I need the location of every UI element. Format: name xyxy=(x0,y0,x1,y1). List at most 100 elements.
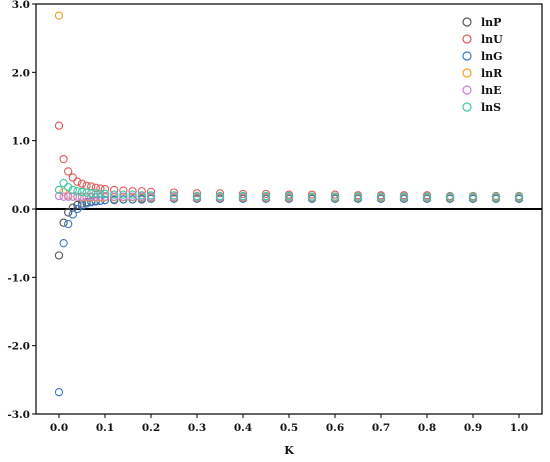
data-point xyxy=(91,183,100,192)
data-point xyxy=(137,191,146,200)
data-point xyxy=(77,201,87,210)
legend-marker xyxy=(462,68,472,78)
y-tick-label: -1.0 xyxy=(7,272,30,284)
data-point xyxy=(87,182,96,191)
y-tick-label: -3.0 xyxy=(7,409,30,421)
data-point xyxy=(77,187,87,197)
data-point xyxy=(54,121,64,130)
series-lnU xyxy=(54,121,524,201)
data-point xyxy=(468,192,478,201)
data-point xyxy=(192,189,202,198)
data-point xyxy=(59,154,68,164)
data-point xyxy=(491,192,501,201)
data-point xyxy=(59,218,68,227)
data-point xyxy=(307,192,317,201)
y-tick-label: -2.0 xyxy=(7,341,30,353)
series-lnG xyxy=(54,194,524,397)
legend-marker xyxy=(462,85,472,95)
x-tick-label: 0.0 xyxy=(50,422,68,434)
data-point xyxy=(64,208,73,217)
data-point xyxy=(64,219,73,229)
data-point xyxy=(100,192,110,201)
legend-marker xyxy=(462,17,472,27)
data-point xyxy=(100,189,110,199)
data-point xyxy=(73,187,82,196)
data-point xyxy=(77,179,87,188)
data-point xyxy=(128,190,137,199)
legend-label: lnE xyxy=(481,84,502,97)
y-axis: 3.0 2.0 1.0 0.0 -1.0 -2.0 -3.0 xyxy=(7,0,36,421)
data-point xyxy=(87,189,96,198)
data-point xyxy=(376,192,386,201)
x-axis: 0.0 0.1 0.2 0.3 0.4 0.5 0.6 0.7 0.8 0.9 1.0 xyxy=(50,414,528,434)
data-point xyxy=(96,184,105,193)
x-tick-label: 0.7 xyxy=(372,422,390,434)
data-point xyxy=(64,192,73,201)
data-point xyxy=(73,177,82,186)
data-point xyxy=(82,188,91,197)
data-point xyxy=(422,192,432,201)
data-point xyxy=(119,190,128,199)
x-tick-label: 0.1 xyxy=(96,422,114,434)
data-point xyxy=(54,191,64,201)
data-point xyxy=(77,192,87,201)
y-tick-label: 0.0 xyxy=(12,204,30,216)
series-lnR xyxy=(54,11,524,202)
legend-marker xyxy=(462,102,472,112)
y-tick-label: 2.0 xyxy=(12,67,30,79)
x-tick-label: 1.0 xyxy=(510,422,528,434)
data-point xyxy=(399,192,409,201)
data-point xyxy=(96,189,105,199)
data-point xyxy=(445,192,455,201)
data-point xyxy=(54,11,64,20)
data-point xyxy=(68,173,77,182)
legend-label: lnR xyxy=(481,67,503,80)
x-tick-label: 0.3 xyxy=(188,422,206,434)
data-point xyxy=(64,167,73,176)
data-point xyxy=(68,210,77,219)
x-axis-title: K xyxy=(284,444,294,457)
data-point xyxy=(514,192,524,201)
data-point xyxy=(284,191,294,201)
data-point xyxy=(169,188,179,197)
legend-marker xyxy=(462,34,472,44)
data-point xyxy=(91,189,100,198)
x-tick-label: 0.5 xyxy=(280,422,298,434)
data-point xyxy=(68,185,77,195)
legend-label: lnP xyxy=(481,16,501,29)
data-point xyxy=(91,197,100,206)
legend-marker xyxy=(462,51,472,61)
data-point xyxy=(128,187,137,196)
data-point xyxy=(238,191,248,201)
data-point xyxy=(169,191,179,200)
x-tick-label: 0.9 xyxy=(464,422,482,434)
data-point xyxy=(215,191,225,201)
series-lnS xyxy=(54,178,524,201)
legend-label: lnS xyxy=(481,101,501,114)
data-point xyxy=(215,189,225,198)
legend: lnP lnU lnG lnR lnE lnS xyxy=(462,16,503,114)
data-point xyxy=(330,192,340,201)
data-point xyxy=(192,191,202,201)
y-tick-label: 3.0 xyxy=(12,0,30,11)
data-point xyxy=(73,200,82,210)
data-point xyxy=(59,239,68,248)
x-tick-label: 0.4 xyxy=(234,422,252,434)
data-point xyxy=(59,178,68,188)
data-point xyxy=(54,185,64,195)
data-point xyxy=(261,191,271,201)
data-point xyxy=(146,191,156,200)
data-point xyxy=(353,192,363,201)
x-tick-label: 0.2 xyxy=(142,422,160,434)
data-point xyxy=(54,251,64,260)
data-point xyxy=(64,182,73,192)
data-point xyxy=(73,192,82,201)
data-points xyxy=(54,11,524,397)
y-tick-label: 1.0 xyxy=(12,136,30,148)
series-lnP xyxy=(54,194,524,260)
data-point xyxy=(59,192,68,201)
legend-label: lnG xyxy=(481,50,503,63)
data-point xyxy=(110,190,119,199)
legend-label: lnU xyxy=(481,33,503,46)
